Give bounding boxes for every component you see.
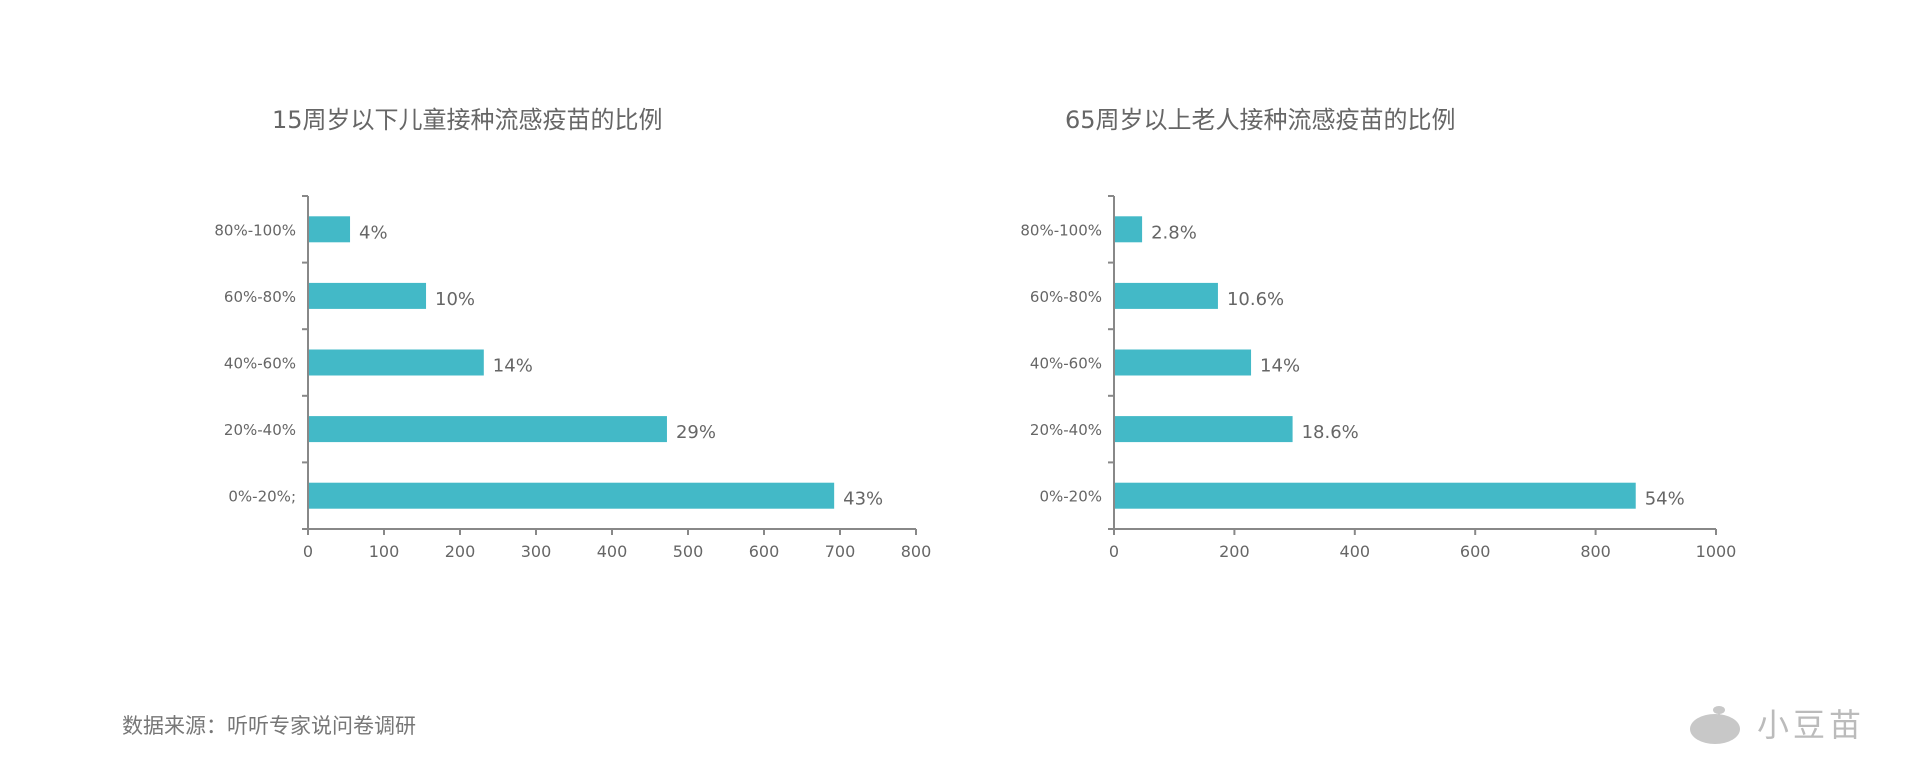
x-tick-label: 600	[749, 542, 780, 561]
data-label: 2.8%	[1151, 222, 1197, 243]
data-label: 18.6%	[1302, 422, 1359, 443]
data-label: 4%	[359, 222, 388, 243]
bar	[1115, 416, 1293, 443]
data-label: 43%	[843, 489, 883, 510]
x-tick-label: 0	[303, 542, 313, 561]
data-label: 29%	[676, 422, 716, 443]
category-label: 20%-40%	[1030, 421, 1102, 439]
logo-text: 小豆苗	[1757, 706, 1866, 744]
bar	[1115, 482, 1636, 509]
bar	[309, 282, 427, 309]
bar	[309, 416, 667, 443]
sprout-blob-icon	[1690, 706, 1740, 744]
category-label: 80%-100%	[214, 221, 296, 239]
data-source-note: 数据来源：听听专家说问卷调研	[122, 714, 416, 738]
data-label: 10.6%	[1227, 289, 1284, 310]
category-label: 40%-60%	[1030, 355, 1102, 373]
category-label: 60%-80%	[224, 288, 296, 306]
x-tick-label: 0	[1109, 542, 1119, 561]
bar	[1115, 349, 1252, 376]
bar	[309, 349, 484, 376]
x-tick-label: 200	[1219, 542, 1250, 561]
logo: 小豆苗	[1689, 700, 1865, 746]
bar	[1115, 216, 1143, 243]
category-label: 0%-20%;	[228, 488, 296, 506]
bar	[1115, 282, 1218, 309]
data-label: 14%	[493, 356, 533, 377]
category-label: 40%-60%	[224, 355, 296, 373]
x-tick-label: 1000	[1696, 542, 1737, 561]
x-tick-label: 800	[1580, 542, 1611, 561]
category-label: 20%-40%	[224, 421, 296, 439]
category-label: 80%-100%	[1020, 221, 1102, 239]
data-label: 14%	[1260, 356, 1300, 377]
x-tick-label: 500	[673, 542, 704, 561]
bar	[309, 216, 351, 243]
category-label: 60%-80%	[1030, 288, 1102, 306]
bar	[309, 482, 835, 509]
x-tick-label: 800	[901, 542, 932, 561]
chart-title-elderly: 65周岁以上老人接种流感疫苗的比例	[1065, 106, 1456, 134]
chart-title-children: 15周岁以下儿童接种流感疫苗的比例	[272, 106, 663, 134]
x-tick-label: 400	[1340, 542, 1371, 561]
x-tick-label: 100	[369, 542, 400, 561]
x-tick-label: 200	[445, 542, 476, 561]
data-label: 10%	[435, 289, 475, 310]
x-tick-label: 300	[521, 542, 552, 561]
x-tick-label: 600	[1460, 542, 1491, 561]
data-label: 54%	[1645, 489, 1685, 510]
category-label: 0%-20%	[1039, 488, 1102, 506]
x-tick-label: 400	[597, 542, 628, 561]
x-tick-label: 700	[825, 542, 856, 561]
